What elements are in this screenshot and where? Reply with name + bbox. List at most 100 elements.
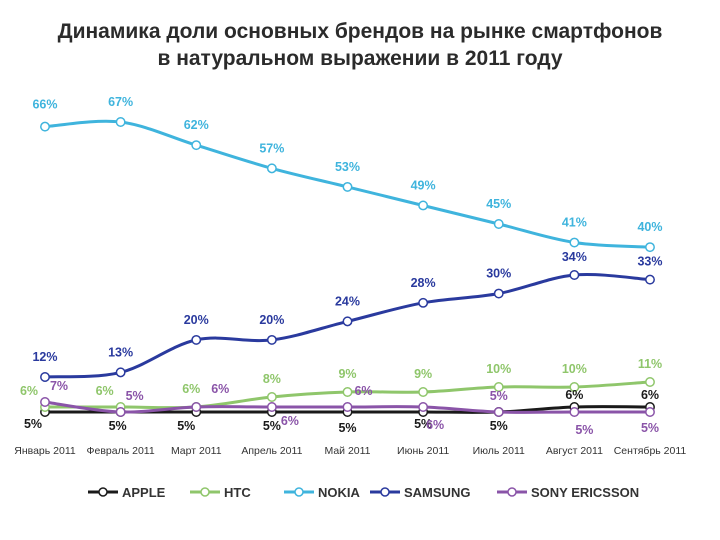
data-label-samsung-3: 20% [259,313,284,327]
title-line-2: в натуральном выражении в 2011 году [157,47,563,70]
point-samsung-5 [418,297,429,308]
chart-title: Динамика доли основных брендов на рынке … [0,18,720,72]
point-nokia-0 [40,121,50,132]
data-label-htc-7: 10% [562,362,587,376]
point-sony-ericsson-1 [115,407,126,417]
data-label-apple-1: 5% [109,419,127,433]
x-tick-label-6: Июль 2011 [473,445,525,457]
data-label-nokia-5: 49% [411,178,436,192]
data-label-htc-0: 6% [20,384,38,398]
data-label-apple-7: 6% [565,388,583,402]
data-label-htc-8: 11% [638,357,662,371]
data-label-sony-ericsson-3: 6% [281,414,299,428]
point-sony-ericsson-7 [569,407,580,417]
data-label-sony-ericsson-1: 5% [126,389,144,403]
data-label-apple-0: 5% [24,417,42,431]
point-sony-ericsson-8 [645,407,655,417]
data-label-htc-1: 6% [96,384,114,398]
point-nokia-7 [569,237,580,248]
legend-marker-sony-ericsson [507,487,517,497]
point-htc-5 [418,387,429,397]
point-htc-6 [493,382,504,392]
point-samsung-2 [191,334,202,345]
data-label-nokia-2: 62% [184,118,209,132]
data-label-nokia-3: 57% [259,141,284,155]
legend-label-htc: HTC [224,485,251,500]
data-label-samsung-4: 24% [335,294,360,308]
data-label-nokia-7: 41% [562,216,587,230]
point-htc-8 [645,377,655,387]
data-label-nokia-0: 66% [32,98,57,112]
title-line-1: Динамика доли основных брендов на рынке … [57,20,663,43]
legend-label-nokia: NOKIA [318,485,361,500]
data-label-nokia-4: 53% [335,160,360,174]
point-sony-ericsson-2 [191,402,202,412]
point-htc-7 [569,382,580,392]
data-label-nokia-6: 45% [486,197,511,211]
point-nokia-2 [191,140,202,151]
legend-marker-nokia [294,487,304,497]
point-samsung-4 [342,316,353,327]
data-label-sony-ericsson-8: 5% [641,421,659,435]
data-label-samsung-1: 13% [108,345,133,359]
data-label-htc-3: 8% [263,372,281,386]
data-label-apple-4: 5% [338,421,356,435]
point-sony-ericsson-6 [493,407,504,417]
legend-label-samsung: SAMSUNG [404,485,470,500]
data-label-samsung-6: 30% [486,267,511,281]
data-label-sony-ericsson-5: 6% [426,418,444,432]
point-samsung-1 [115,367,126,378]
point-htc-4 [342,387,353,397]
data-label-htc-2: 6% [182,382,200,396]
data-label-samsung-7: 34% [562,250,587,264]
data-label-sony-ericsson-6: 5% [490,389,508,403]
point-nokia-6 [493,219,504,229]
legend-label-sony-ericsson: SONY ERICSSON [531,485,639,500]
point-samsung-7 [569,270,580,280]
point-sony-ericsson-0 [40,397,50,407]
data-label-sony-ericsson-4: 6% [354,384,372,398]
data-label-nokia-8: 40% [637,220,662,234]
point-samsung-6 [493,288,504,299]
x-tick-label-7: Август 2011 [546,445,603,457]
legend-label-apple: APPLE [122,485,166,500]
x-tick-label-4: Май 2011 [324,445,370,457]
point-samsung-3 [266,334,277,345]
data-label-samsung-5: 28% [411,276,436,290]
legend-marker-samsung [380,487,390,497]
legend-marker-apple [98,487,108,497]
data-label-sony-ericsson-2: 6% [211,382,229,396]
data-label-apple-5: 5% [414,417,432,431]
data-label-sony-ericsson-0: 7% [50,379,68,393]
x-tick-label-1: Февраль 2011 [87,445,155,457]
data-label-htc-4: 9% [338,367,356,381]
x-tick-label-2: Март 2011 [171,445,222,457]
data-label-apple-2: 5% [177,419,195,433]
point-nokia-1 [115,117,126,127]
data-label-samsung-0: 12% [32,350,57,364]
data-label-samsung-8: 33% [637,255,662,269]
data-label-htc-5: 9% [414,367,432,381]
x-tick-label-3: Апрель 2011 [241,445,302,457]
point-nokia-3 [266,163,277,174]
point-nokia-8 [645,242,655,253]
data-label-htc-6: 10% [486,362,511,376]
x-tick-label-8: Сентябрь 2011 [614,445,687,457]
point-sony-ericsson-3 [266,402,277,412]
point-samsung-0 [40,372,50,382]
data-label-apple-6: 5% [490,419,508,433]
point-nokia-5 [418,200,429,211]
data-label-apple-3: 5% [263,419,281,433]
point-htc-3 [266,392,277,402]
x-tick-label-0: Январь 2011 [14,445,76,457]
point-nokia-4 [342,181,353,192]
point-sony-ericsson-5 [418,402,429,412]
data-label-samsung-2: 20% [184,313,209,327]
x-tick-label-5: Июнь 2011 [397,445,449,457]
legend-marker-htc [200,487,210,497]
data-label-nokia-1: 67% [108,95,133,109]
data-label-apple-8: 6% [641,388,659,402]
data-label-sony-ericsson-7: 5% [575,423,593,437]
